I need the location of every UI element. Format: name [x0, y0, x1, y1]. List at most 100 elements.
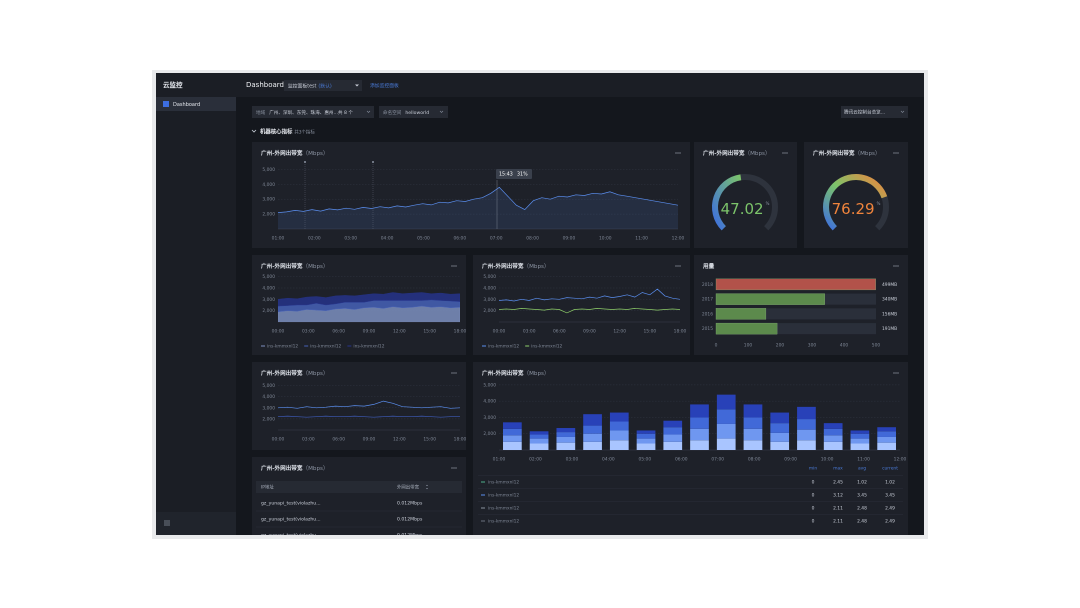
panel-unit: （Mbps） [523, 263, 549, 270]
console-select[interactable] [841, 106, 908, 118]
bar-segment [583, 425, 602, 434]
bar-segment [636, 443, 656, 450]
menu-dot [784, 152, 786, 154]
x-tick-label: 15:00 [423, 329, 436, 335]
y-tick-label: 3,000 [262, 405, 275, 411]
nav-item-active[interactable] [156, 97, 236, 111]
bar-segment [636, 433, 656, 439]
category-label: 2016 [702, 311, 713, 317]
x-tick-label: 500 [872, 343, 881, 349]
y-tick-label: 4,000 [483, 286, 496, 292]
menu-icon[interactable] [164, 520, 170, 526]
bar [715, 278, 876, 291]
x-tick-label: 18:00 [674, 329, 687, 335]
panel [473, 255, 690, 355]
region-filter[interactable] [252, 106, 374, 118]
caret [366, 110, 371, 113]
bar-segment [743, 440, 763, 450]
x-tick-label: 05:00 [417, 236, 430, 242]
stats-value: 1.02 [857, 480, 867, 486]
bar-segment [609, 412, 629, 422]
panel-unit: （Mbps） [302, 150, 328, 157]
bar-segment [636, 438, 656, 444]
bar-segment [503, 422, 522, 429]
stats-value: 2.48 [857, 506, 867, 512]
x-tick-label: 18:00 [454, 437, 467, 443]
stats-value: 3.45 [857, 493, 867, 499]
panel [252, 142, 690, 248]
panel [694, 255, 908, 355]
namespace-filter[interactable] [379, 106, 448, 118]
legend-label: ins-kmmxnl12 [531, 344, 562, 350]
menu-dot [893, 372, 895, 374]
stats-header: current [882, 466, 898, 472]
y-tick-label: 3,000 [483, 297, 496, 303]
board-select-label[interactable]: 监控面板test (默认) [288, 82, 332, 89]
x-tick-label: 10:00 [599, 236, 612, 242]
table-cell: gz_yunapi_test(violazhu... [261, 517, 321, 523]
nav-icon [163, 101, 169, 107]
panel-title-text: 广州-外网出带宽 [482, 262, 524, 270]
stats-name: ins-kmmxnl12 [488, 506, 519, 512]
stats-value: 1.02 [885, 480, 895, 486]
bar-segment [529, 431, 549, 435]
board-select[interactable] [284, 80, 362, 91]
stats-value: 2.48 [857, 519, 867, 525]
stats-value: 0 [812, 519, 815, 525]
gauge-number: 47.02 [721, 200, 764, 218]
namespace-value: helloworld [405, 110, 429, 116]
menu-dot [897, 372, 899, 374]
x-tick-label: 12:00 [613, 329, 626, 335]
bar-segment [503, 435, 522, 442]
bar-segment [850, 443, 870, 450]
x-tick-label: 09:00 [363, 437, 376, 443]
menu-dot [895, 265, 897, 267]
y-tick-label: 2,000 [262, 212, 275, 218]
table-header [256, 481, 462, 493]
x-tick-label: 12:00 [393, 329, 406, 335]
stats-name: ins-kmmxnl12 [488, 493, 519, 499]
stats-value: 2.49 [885, 506, 895, 512]
x-tick-label: 00:00 [272, 437, 285, 443]
y-tick-label: 5,000 [262, 274, 275, 280]
x-tick-label: 06:00 [332, 329, 345, 335]
x-tick-label: 04:00 [602, 457, 615, 463]
x-tick-label: 12:00 [894, 457, 907, 463]
x-tick-label: 06:00 [453, 236, 466, 242]
bar-segment [663, 420, 683, 428]
x-tick-label: 03:00 [566, 457, 579, 463]
namespace-filter-text[interactable]: 命名空间 helloworld [383, 109, 429, 116]
area [278, 292, 460, 307]
nav-label[interactable]: Dashboard [173, 102, 200, 108]
panel-title: 广州-外网出带宽（Mbps） [261, 149, 329, 157]
x-tick-label: 09:00 [784, 457, 797, 463]
add-board-link[interactable]: 添加监控面板 [370, 82, 399, 89]
panel-title: 广州-外网出带宽（Mbps） [813, 149, 881, 157]
stats-value: 2.45 [833, 480, 843, 486]
panel-title: 广州-外网出带宽（Mbps） [261, 369, 329, 377]
collapse-icon[interactable] [251, 129, 257, 133]
bar-segment [716, 394, 736, 410]
bar-segment [636, 430, 656, 434]
region-filter-text[interactable]: 地域 广州、深圳、东莞、珠海、惠州...共 8 个 [256, 109, 353, 116]
x-tick-label: 18:00 [454, 329, 467, 335]
tooltip [496, 169, 532, 179]
y-tick-label: 5,000 [483, 274, 496, 280]
panel-unit: （Mbps） [302, 370, 328, 377]
line [278, 415, 460, 418]
region-value: 广州、深圳、东莞、珠海、惠州...共 8 个 [269, 109, 353, 116]
bar-segment [743, 417, 763, 429]
board-tag: (默认) [318, 82, 331, 89]
caret [439, 110, 444, 113]
x-tick-label: 400 [840, 343, 849, 349]
menu-dot [677, 265, 679, 267]
panel-unit: （Mbps） [523, 370, 549, 377]
bar-segment [690, 440, 709, 450]
line [499, 288, 680, 302]
bar-segment [716, 423, 736, 439]
bar-segment [556, 428, 576, 433]
x-tick-label: 200 [776, 343, 785, 349]
x-tick-label: 07:00 [711, 457, 724, 463]
console-select-label[interactable]: 腾讯云控制台总览... [844, 109, 885, 116]
menu-dot [679, 265, 681, 267]
